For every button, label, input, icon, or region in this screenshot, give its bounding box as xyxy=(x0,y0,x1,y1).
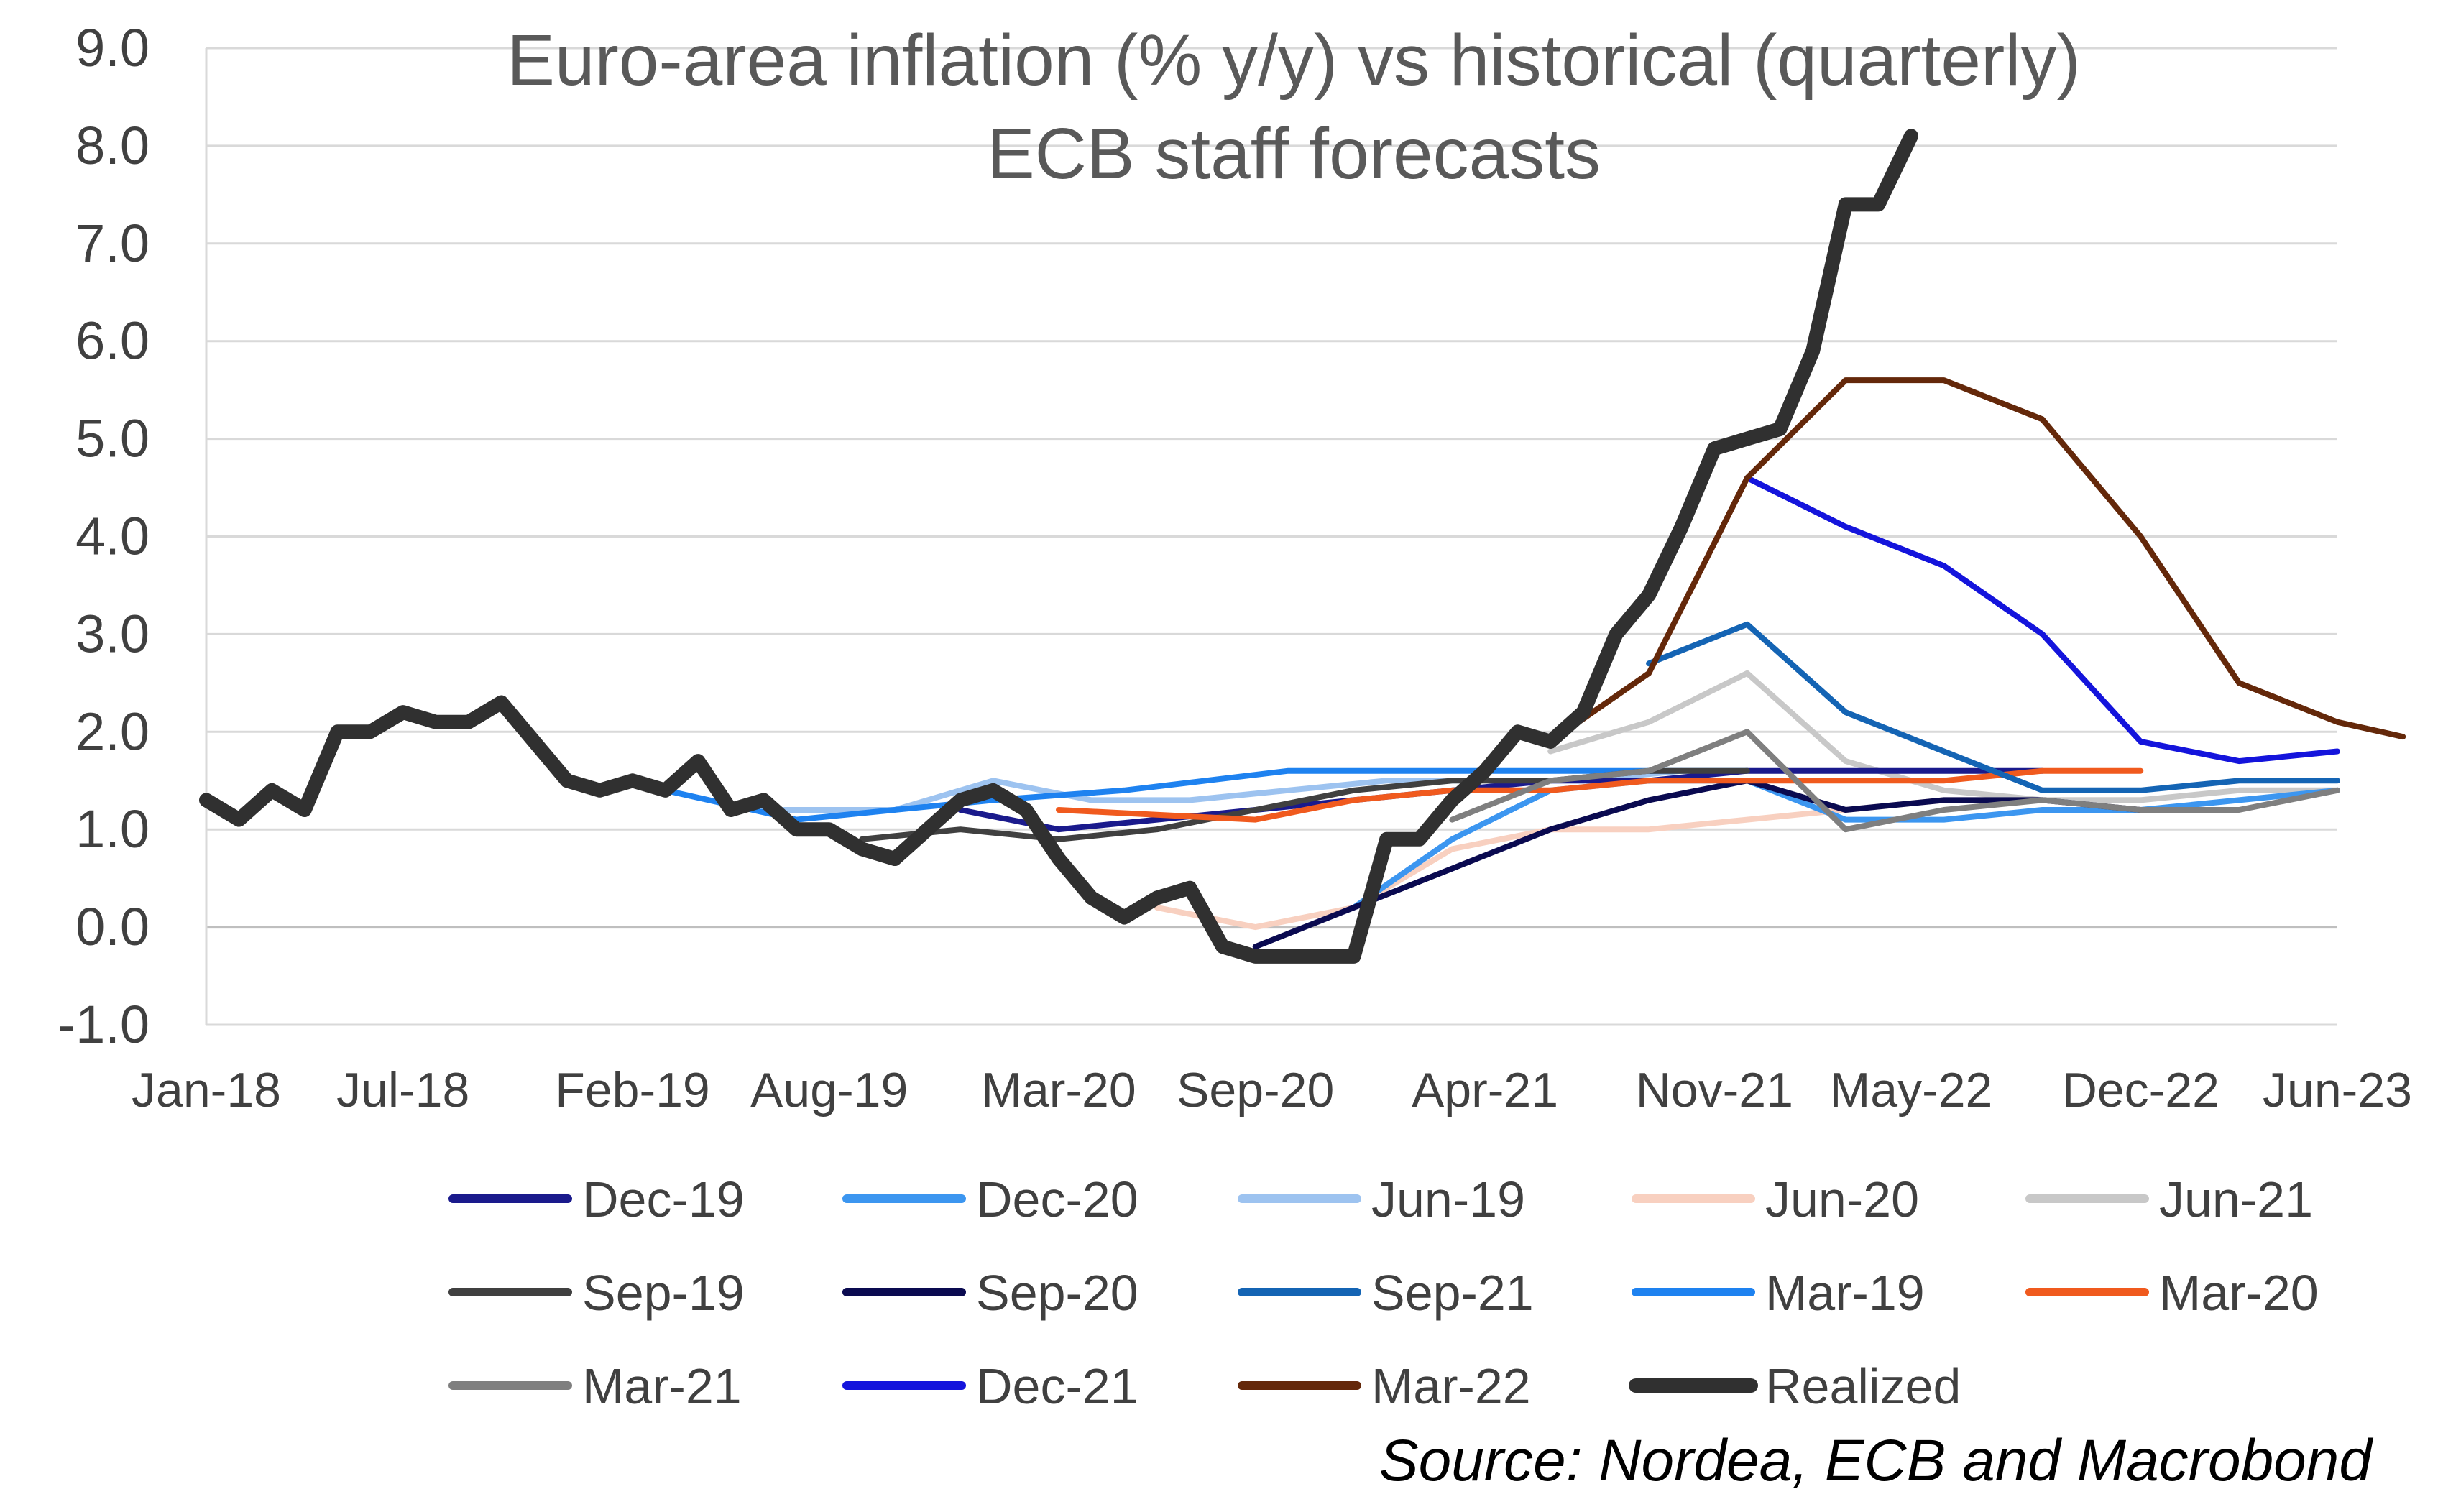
x-tick-label: Jul-18 xyxy=(336,1063,469,1117)
series-line-jun-21 xyxy=(1547,670,2340,803)
legend-label-sep-21: Sep-21 xyxy=(1371,1265,1534,1321)
legend: Dec-19 Dec-20 Jun-19 Jun-20 Jun-21 Sep-19 Sep-… xyxy=(448,1171,2319,1414)
series-line-mar-21 xyxy=(1449,729,2340,833)
series-line-dec-19 xyxy=(957,767,2046,833)
chart-title-line: Euro-area inflation (% y/y) vs historica… xyxy=(507,20,2081,101)
legend-label-sep-19: Sep-19 xyxy=(582,1265,745,1321)
legend-label-jun-20: Jun-20 xyxy=(1765,1171,1919,1227)
series-line-realized xyxy=(199,129,1918,964)
legend-label-mar-21: Mar-21 xyxy=(582,1358,742,1414)
y-tick-label: 2.0 xyxy=(75,701,150,761)
series-line-dec-20 xyxy=(1351,778,2340,911)
legend-label-mar-20: Mar-20 xyxy=(2159,1265,2319,1321)
y-tick-label: 4.0 xyxy=(75,507,150,566)
series-line-dec-21 xyxy=(1744,475,2340,765)
y-tick-label: 1.0 xyxy=(75,799,150,859)
y-tick-label: 0.0 xyxy=(75,897,150,956)
x-tick-label: Jan-18 xyxy=(132,1063,281,1117)
x-tick-label: Dec-22 xyxy=(2062,1063,2220,1117)
legend-label-dec-21: Dec-21 xyxy=(976,1358,1138,1414)
axes: 9.0 8.0 7.0 6.0 5.0 4.0 3.0 2.0 1.0 0.0 -1.0 Jan-18… xyxy=(58,18,2411,1117)
series-line-mar-19 xyxy=(662,767,1750,823)
series-lines xyxy=(199,129,2406,964)
x-tick-label: Aug-19 xyxy=(750,1063,908,1117)
y-tick-label: 5.0 xyxy=(75,409,150,469)
legend-label-dec-19: Dec-19 xyxy=(582,1171,745,1227)
x-tick-label: Sep-20 xyxy=(1177,1063,1334,1117)
legend-label-dec-20: Dec-20 xyxy=(976,1171,1138,1227)
x-tick-label: Nov-21 xyxy=(1636,1063,1793,1117)
legend-label-mar-22: Mar-22 xyxy=(1371,1358,1531,1414)
source-note: Source: Nordea, ECB and Macrobond xyxy=(1379,1428,2374,1493)
series-line-jun-20 xyxy=(1154,797,2144,931)
y-tick-label: -1.0 xyxy=(58,995,150,1054)
x-tick-label: Mar-20 xyxy=(981,1063,1136,1117)
series-line-sep-20 xyxy=(1252,778,2144,950)
x-tick-label: Feb-19 xyxy=(555,1063,709,1117)
gridlines xyxy=(206,47,2337,929)
x-tick-label: Apr-21 xyxy=(1412,1063,1558,1117)
x-tick-label: Jun-23 xyxy=(2263,1063,2412,1117)
series-line-sep-21 xyxy=(1646,621,2340,793)
y-tick-label: 7.0 xyxy=(75,213,150,273)
y-tick-label: 6.0 xyxy=(75,311,150,371)
series-line-mar-22 xyxy=(1547,377,2406,745)
legend-label-jun-21: Jun-21 xyxy=(2159,1171,2313,1227)
y-tick-label: 9.0 xyxy=(75,18,150,78)
legend-label-sep-20: Sep-20 xyxy=(976,1265,1138,1321)
legend-label-jun-19: Jun-19 xyxy=(1371,1171,1525,1227)
x-tick-label: May-22 xyxy=(1830,1063,1993,1117)
chart-title: Euro-area inflation (% y/y) vs historica… xyxy=(507,20,2081,194)
series-line-mar-20 xyxy=(1056,767,2144,823)
y-tick-label: 8.0 xyxy=(75,116,150,175)
chart-title-line: ECB staff forecasts xyxy=(987,114,1601,194)
y-tick-label: 3.0 xyxy=(75,604,150,663)
legend-label-realized: Realized xyxy=(1765,1358,1961,1414)
legend-label-mar-19: Mar-19 xyxy=(1765,1265,1925,1321)
